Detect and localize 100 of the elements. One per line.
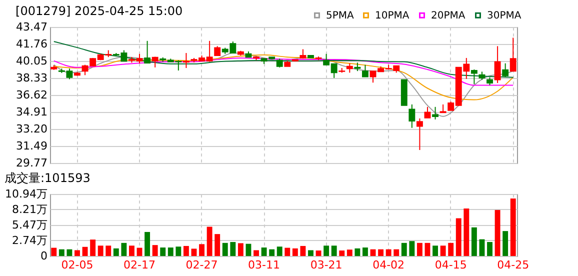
bar <box>152 245 158 256</box>
bar <box>269 249 275 256</box>
y-tick-label: 38.33 <box>16 72 48 85</box>
y-tick-label: 41.76 <box>16 37 48 50</box>
candlestick <box>470 68 478 85</box>
y-tick-label: 8.21万 <box>12 202 48 216</box>
x-tick-label: 04-15 <box>434 258 467 272</box>
candlestick <box>432 106 438 120</box>
bar <box>494 210 500 256</box>
bar <box>176 246 182 256</box>
x-tick-label: 04-25 <box>497 258 530 272</box>
y-tick-label: 2.74万 <box>12 234 48 247</box>
x-tick-label: 04-02 <box>372 258 405 272</box>
line-series <box>53 54 514 100</box>
bar <box>308 250 314 256</box>
bar <box>206 226 212 256</box>
bar <box>339 250 345 256</box>
bar <box>261 248 267 256</box>
y-tick-label: 31.49 <box>16 139 48 152</box>
bar <box>230 242 236 256</box>
bar <box>199 244 204 256</box>
bar <box>448 242 454 256</box>
line-series <box>53 57 514 86</box>
bar <box>144 232 150 256</box>
bar <box>487 242 492 256</box>
y-tick-label: 5.47万 <box>12 218 48 232</box>
bar <box>191 248 197 256</box>
x-tick-label: 02-27 <box>186 258 218 272</box>
bar <box>432 246 438 256</box>
bar <box>300 246 306 256</box>
bar <box>440 246 446 256</box>
bar <box>331 246 337 256</box>
candlestick <box>502 62 509 78</box>
bar <box>362 248 368 256</box>
candlestick <box>214 46 221 56</box>
candlestick <box>144 40 151 64</box>
bar <box>246 244 252 256</box>
bar <box>90 240 96 256</box>
bar <box>214 234 220 256</box>
bar <box>113 248 119 256</box>
y-tick-label: 33.20 <box>16 122 48 136</box>
y-tick-label: 29.77 <box>16 156 48 170</box>
bar <box>66 249 72 256</box>
bar <box>378 249 384 256</box>
bar <box>409 241 415 256</box>
bar <box>82 246 88 256</box>
bar <box>51 248 57 256</box>
y-tick-label: 36.62 <box>16 88 48 102</box>
bar <box>401 242 407 256</box>
candlestick <box>510 37 516 72</box>
bar <box>394 249 400 256</box>
bar <box>160 248 166 256</box>
y-tick-label: 10.94万 <box>5 188 48 200</box>
x-tick-label: 03-21 <box>310 258 342 272</box>
legend-label: 20PMA <box>431 10 466 22</box>
bar <box>471 227 477 256</box>
y-tick-label: 43.47 <box>16 20 48 34</box>
bar <box>479 239 485 256</box>
bar <box>74 250 80 256</box>
candlestick <box>182 52 190 68</box>
y-tick-label: 0 <box>40 250 48 262</box>
bar <box>346 250 352 256</box>
candlestick <box>362 64 368 78</box>
bar <box>121 242 127 256</box>
x-tick-label: 02-17 <box>124 258 156 272</box>
bar <box>424 242 430 256</box>
bar <box>502 231 508 256</box>
bar <box>183 246 189 256</box>
chart-title: [001279] 2025-04-25 15:00 <box>16 4 183 18</box>
bar <box>464 208 470 256</box>
bar <box>316 250 322 256</box>
bar <box>354 248 360 256</box>
bar <box>168 248 174 256</box>
bar <box>129 246 134 256</box>
candlestick <box>346 62 353 74</box>
chart-title: 成交量:101593 <box>4 171 90 185</box>
candlestick <box>416 118 423 150</box>
bar <box>106 246 112 256</box>
bar <box>510 198 516 256</box>
bar <box>222 242 228 256</box>
bar <box>456 218 462 256</box>
y-tick-label: 34.91 <box>16 105 48 118</box>
bar <box>98 246 104 256</box>
candlestick <box>424 106 431 118</box>
bar <box>386 249 392 256</box>
bar <box>284 248 290 256</box>
candlestick <box>494 46 501 84</box>
x-tick-label: 02-05 <box>61 258 94 272</box>
bar <box>254 250 259 256</box>
bar <box>416 242 422 256</box>
bar <box>292 248 298 256</box>
legend-label: 10PMA <box>375 10 410 22</box>
candlestick <box>408 104 416 128</box>
y-tick-label: 40.05 <box>16 54 48 68</box>
legend-label: 30PMA <box>487 10 522 22</box>
bar <box>324 246 330 256</box>
bar <box>238 243 244 256</box>
bar <box>58 249 64 256</box>
bar <box>276 246 282 256</box>
legend-label: 5PMA <box>326 10 354 22</box>
